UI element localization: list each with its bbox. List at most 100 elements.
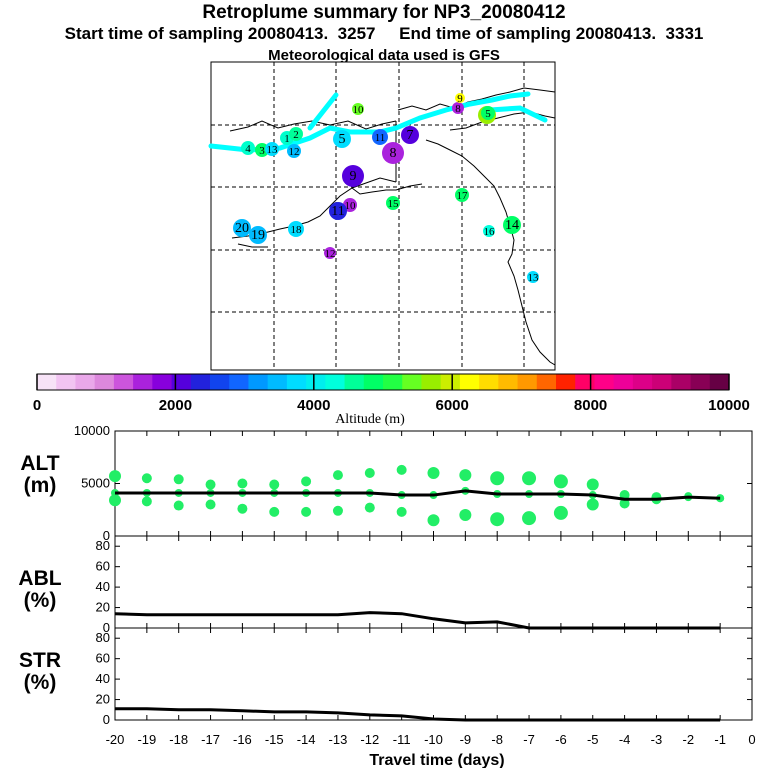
alt-point [427, 467, 440, 479]
colorbar-cell [152, 374, 172, 390]
plume-marker-label: 3 [259, 145, 265, 157]
str-line [115, 707, 721, 722]
y-tick-label: 0 [103, 712, 110, 727]
y-tick-label: 20 [96, 692, 110, 707]
y-tick-label: 80 [96, 630, 110, 645]
altitude-colorbar: 0 2000 4000 6000 8000 10000 Altitude (m) [33, 373, 750, 427]
alt-point [173, 474, 184, 485]
x-tick-label: -9 [460, 732, 472, 747]
colorbar-cell [248, 374, 269, 390]
x-tick-label: -3 [651, 732, 663, 747]
plume-marker [342, 165, 364, 187]
y-tick-label: 20 [96, 600, 110, 615]
alt-point [269, 479, 280, 490]
panel-str: STR(%) 0 20 40 60 80 [19, 627, 753, 727]
plume-marker [352, 103, 364, 115]
alt-point [109, 470, 121, 483]
y-tick-label: 10000 [74, 423, 110, 438]
colorbar-cell [652, 374, 672, 390]
plume-marker [386, 196, 400, 210]
colorbar-cell [690, 374, 711, 390]
alt-point [396, 464, 407, 475]
plume-marker [483, 225, 495, 237]
plume-marker-label: 11 [375, 132, 386, 144]
x-tick-label: 0 [748, 732, 755, 747]
colorbar-cell [383, 374, 403, 390]
abl-line [114, 611, 721, 630]
colorbar-cell [613, 374, 634, 390]
alt-point [332, 470, 343, 481]
plume-marker [333, 130, 351, 148]
colorbar-cell [267, 374, 288, 390]
alt-point [490, 512, 505, 527]
x-tick-label: -6 [555, 732, 567, 747]
colorbar-tick-label: 0 [33, 397, 41, 414]
sampling-times: Start time of sampling 20080413. 3257 En… [64, 24, 704, 43]
plume-marker [527, 271, 539, 283]
colorbar-tick-label: 2000 [159, 397, 192, 414]
plume-marker [329, 202, 347, 220]
chart-title: Retroplume summary for NP3_20080412 [202, 2, 566, 23]
y-tick-label: 0 [103, 620, 110, 635]
plume-marker-label: 10 [353, 104, 365, 116]
plume-marker-label: 9 [350, 169, 357, 184]
colorbar-cell [286, 374, 307, 390]
colorbar-cell [75, 374, 96, 390]
alt-point [173, 500, 184, 511]
plume-marker-label: 12 [325, 248, 336, 260]
colorbar-cell [325, 374, 345, 390]
alt-point [553, 474, 568, 489]
x-tick-label: -16 [233, 732, 252, 747]
x-tick-label: -10 [424, 732, 443, 747]
plume-marker [382, 142, 404, 164]
colorbar-cell [37, 374, 57, 390]
plume-marker-label: 10 [345, 200, 357, 212]
alt-point [396, 506, 407, 517]
y-tick-label: 60 [96, 559, 110, 574]
x-tick-label: -17 [201, 732, 220, 747]
panel-alt: ALT(m) 0 5000 10000 [20, 423, 753, 543]
x-tick-label: -11 [393, 732, 411, 747]
met-data-note: Meteorological data used is GFS [268, 47, 500, 64]
plume-marker-label: 19 [251, 228, 265, 243]
plume-marker [241, 141, 255, 155]
colorbar-cell [363, 374, 384, 390]
alt-point [427, 514, 440, 527]
x-tick-label: -12 [360, 732, 379, 747]
panel-label: (%) [24, 671, 57, 694]
mean-altitude-line [115, 489, 721, 501]
colorbar-cell [536, 374, 557, 390]
plume-marker [503, 216, 521, 234]
panel-label: ABL [18, 567, 61, 590]
plume-marker-label: 13 [267, 144, 279, 156]
colorbar-cell [113, 374, 134, 390]
plume-marker-label: 12 [289, 146, 300, 158]
colorbar-tick-label: 6000 [436, 397, 469, 414]
colorbar-tick-label: 8000 [574, 397, 607, 414]
colorbar-cell [402, 374, 422, 390]
colorbar-cell [459, 374, 480, 390]
plume-marker-label: 18 [291, 224, 303, 236]
alt-point [205, 499, 216, 510]
plume-tracks [208, 91, 548, 153]
colorbar-cell [306, 374, 326, 390]
colorbar-cell [94, 374, 115, 390]
alt-point [586, 478, 599, 491]
alt-point [586, 498, 599, 511]
alt-point [364, 502, 375, 513]
x-tick-label: -18 [169, 732, 188, 747]
time-series-panels: ALT(m)0500010000ABL(%)020406080STR(%)020… [18, 423, 755, 768]
y-tick-label: 5000 [81, 476, 110, 491]
alt-point [301, 506, 312, 517]
colorbar-cell [517, 374, 538, 390]
plume-marker-label: 5 [485, 108, 491, 120]
colorbar-cell [594, 374, 615, 390]
panel-label: STR [19, 649, 61, 672]
colorbar-cell [190, 374, 211, 390]
plume-marker-label: 2 [293, 129, 299, 141]
plume-marker [372, 129, 388, 145]
plume-marker [455, 188, 469, 202]
y-tick-label: 60 [96, 651, 110, 666]
plume-marker [452, 102, 464, 114]
colorbar-cell [556, 374, 576, 390]
